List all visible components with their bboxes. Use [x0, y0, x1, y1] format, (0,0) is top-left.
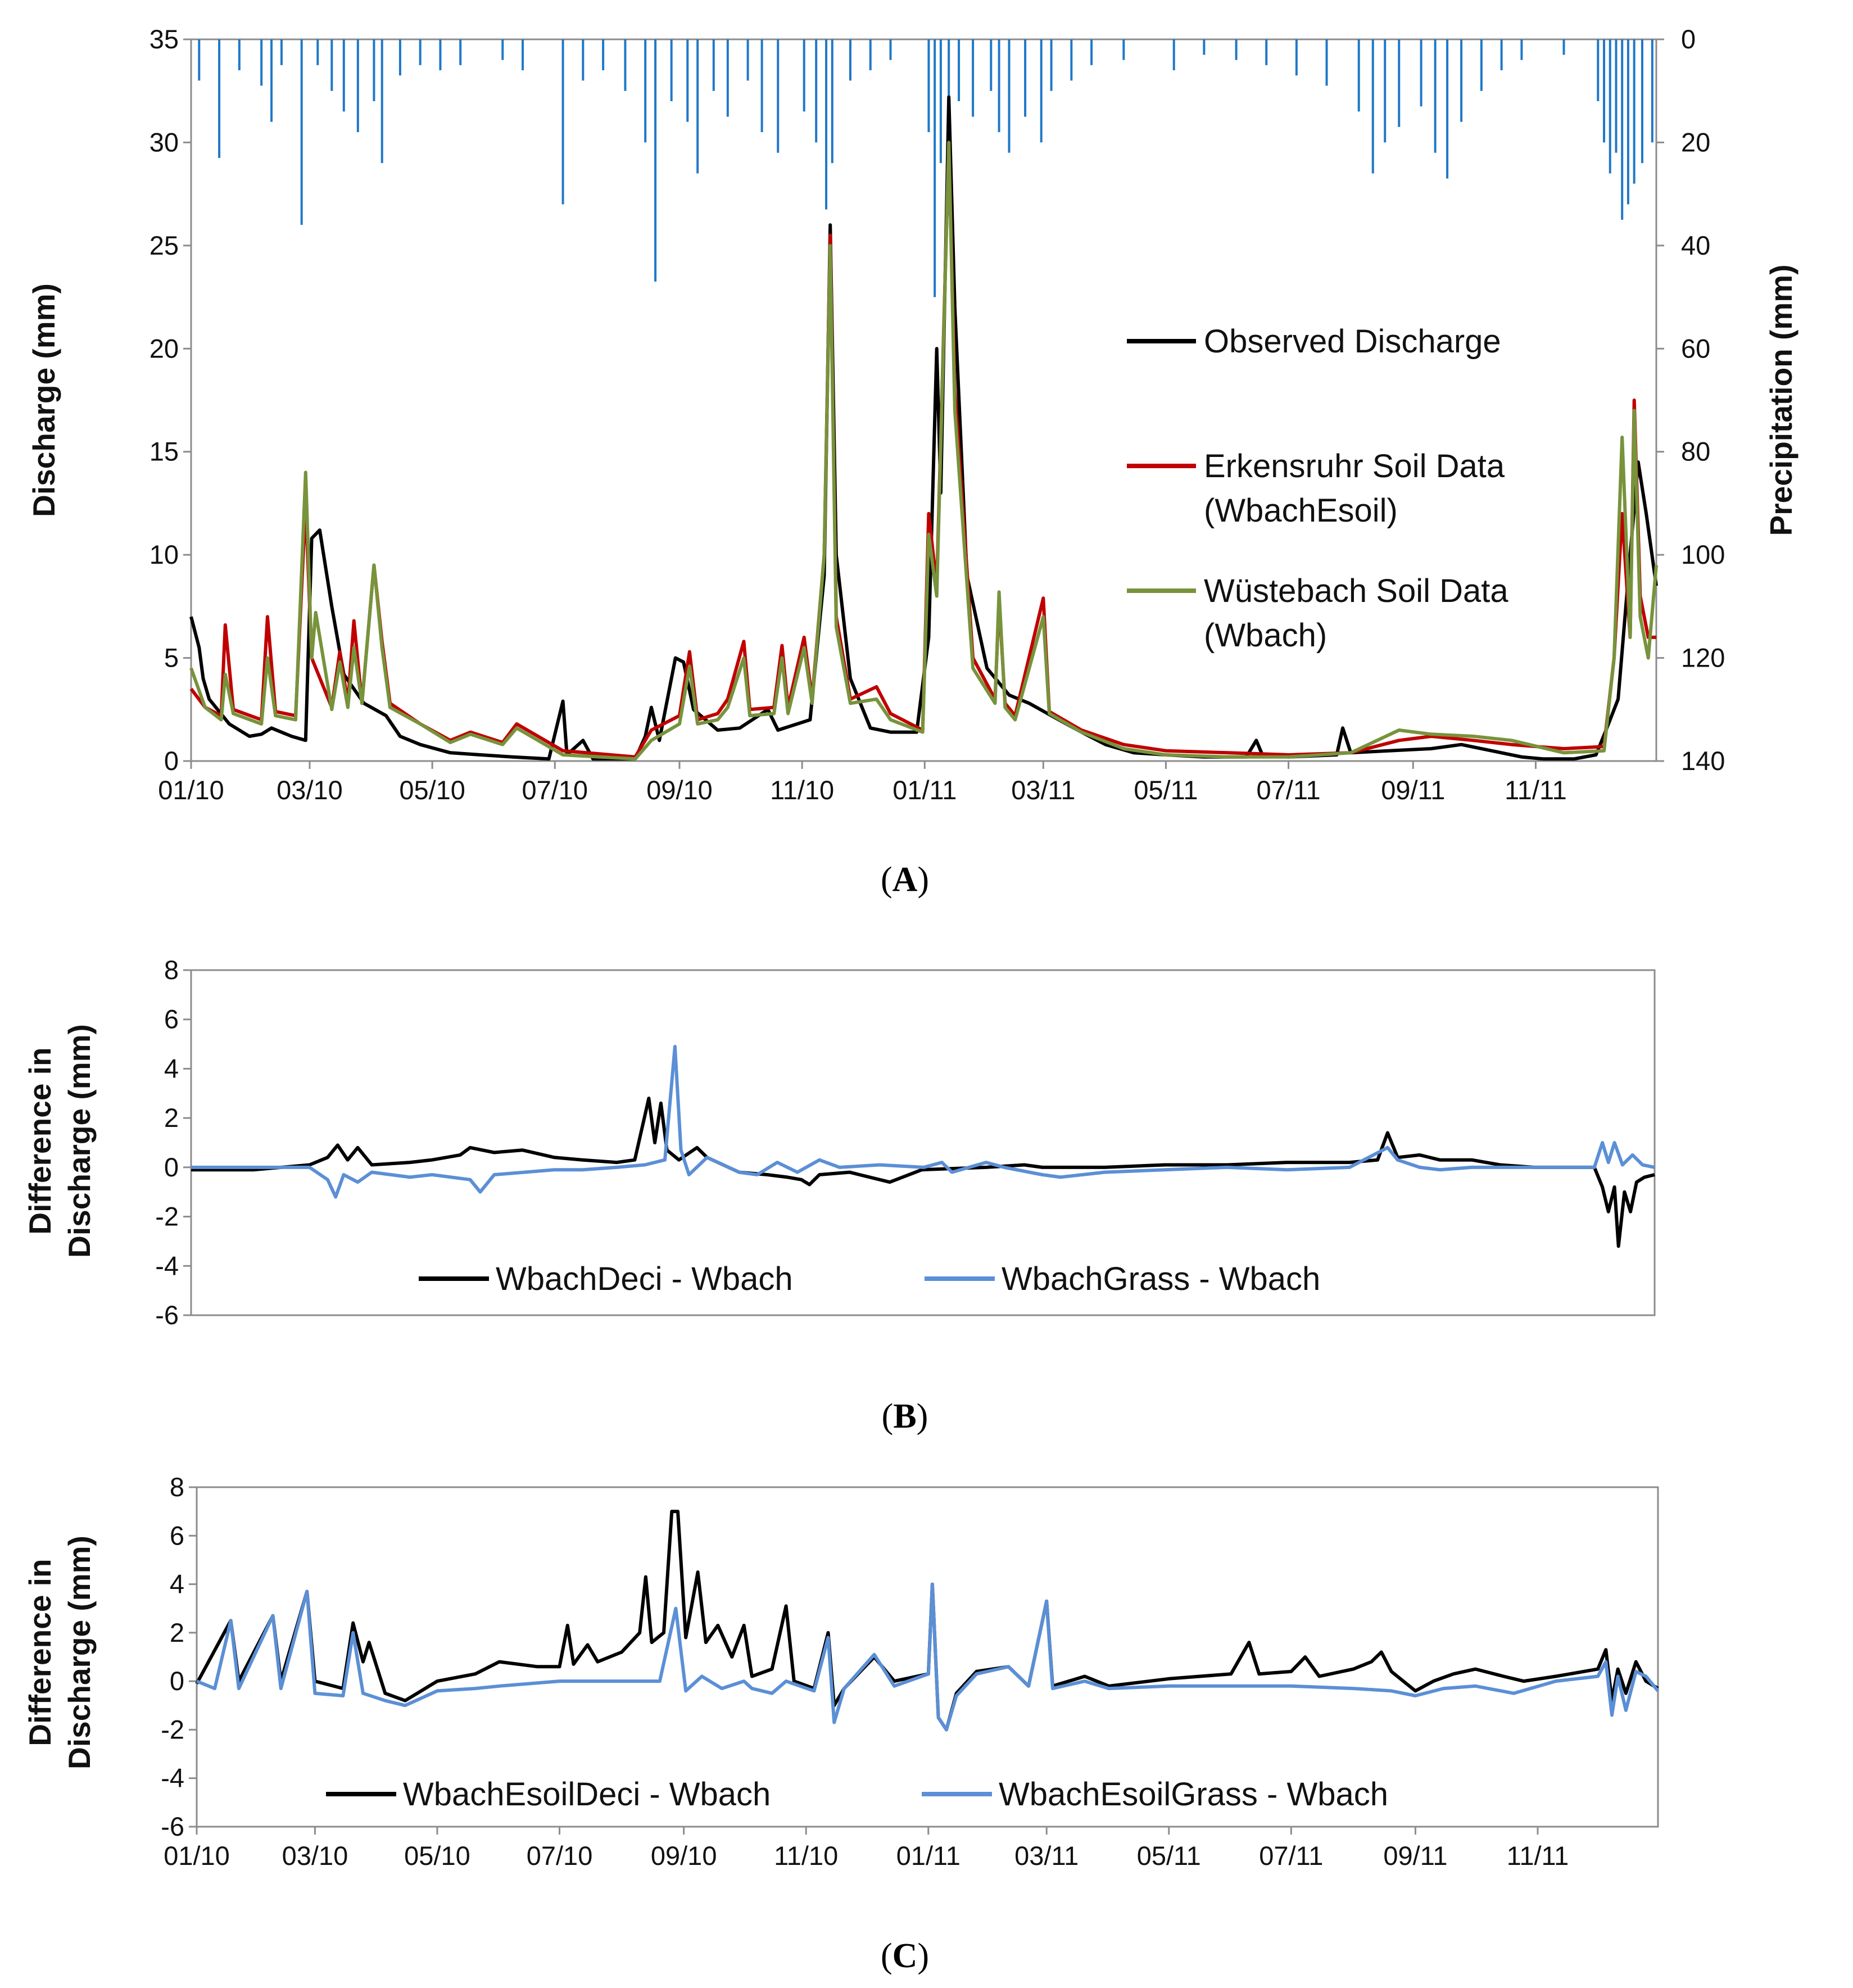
ytick-label-a: 5	[164, 643, 179, 673]
difference-lines-c	[195, 1510, 1660, 1732]
xtick-label-c: 01/10	[164, 1841, 230, 1871]
ytick-label-a-right: 140	[1681, 746, 1725, 776]
legend-label-observed: Observed Discharge	[1204, 323, 1501, 360]
ytick-label-c: -4	[161, 1763, 184, 1793]
ytick-label-a: 0	[164, 746, 179, 776]
y-axis-ticks-b: -6 -4 -2 0 2 4 6 8	[155, 955, 191, 1330]
x-axis-ticks-c: 01/10 03/10 05/10 07/10 09/10 11/10 01/11 03/11…	[164, 1827, 1569, 1871]
ytick-label-a: 15	[149, 437, 179, 467]
plot-area-a	[190, 38, 1657, 762]
ytick-label-b: -6	[155, 1300, 179, 1330]
plot-area-b	[190, 969, 1656, 1316]
ytick-label-c: 8	[170, 1472, 184, 1502]
caption-b: (B)	[882, 1397, 928, 1435]
ytick-label-c: -2	[161, 1714, 184, 1744]
ytick-label-c: -6	[161, 1812, 184, 1841]
xtick-label-a: 03/11	[1011, 775, 1075, 805]
xtick-label-c: 05/10	[404, 1841, 470, 1871]
legend-c: WbachEsoilDeci - Wbach WbachEsoilGrass -…	[326, 1776, 1388, 1813]
ytick-label-a: 30	[149, 127, 179, 157]
legend-label-wbach: Wüstebach Soil Data	[1204, 573, 1508, 609]
ytick-label-c: 0	[170, 1666, 184, 1696]
legend-label-esoil: Erkensruhr Soil Data	[1204, 448, 1505, 484]
ytick-label-b: 4	[164, 1053, 179, 1083]
xtick-label-c: 01/11	[896, 1841, 961, 1871]
y-axis-left-ticks: 0 5 10 15 20 25 30 35	[149, 24, 191, 776]
xtick-label-a: 07/10	[522, 775, 588, 805]
precipitation-bars	[198, 39, 1653, 297]
xtick-label-c: 05/11	[1137, 1841, 1201, 1871]
xtick-label-a: 11/11	[1505, 775, 1567, 805]
legend-label-esoil-2: (WbachEsoil)	[1204, 492, 1398, 529]
xtick-label-a: 09/11	[1381, 775, 1445, 805]
legend-label-esoil-deci: WbachEsoilDeci - Wbach	[403, 1776, 771, 1813]
ytick-label-c: 2	[170, 1618, 184, 1647]
ytick-label-a-right: 100	[1681, 540, 1725, 569]
caption-c: (C)	[881, 1937, 929, 1975]
ytick-label-b: 8	[164, 955, 179, 985]
xtick-label-a: 09/10	[646, 775, 713, 805]
ytick-label-b: 2	[164, 1103, 179, 1133]
ytick-label-b: 0	[164, 1152, 179, 1182]
legend-b: WbachDeci - Wbach WbachGrass - Wbach	[419, 1261, 1320, 1297]
xtick-label-a: 07/11	[1256, 775, 1320, 805]
xtick-label-c: 03/11	[1014, 1841, 1079, 1871]
y-axis-label-c-line2: Discharge (mm)	[62, 1536, 97, 1769]
ytick-label-b: 6	[164, 1004, 179, 1034]
x-axis-ticks: 01/10 03/10 05/10 07/10 09/10 11/10 01/11 03/11…	[158, 761, 1567, 805]
xtick-label-a: 05/11	[1134, 775, 1198, 805]
ytick-label-c: 4	[170, 1569, 184, 1599]
y-axis-label-b-line2: Discharge (mm)	[62, 1024, 97, 1258]
ytick-label-a: 10	[149, 540, 179, 569]
xtick-label-c: 03/10	[282, 1841, 348, 1871]
xtick-label-a: 01/11	[892, 775, 957, 805]
y-axis-label-right: Precipitation (mm)	[1764, 265, 1798, 536]
ytick-label-a-right: 60	[1681, 333, 1710, 363]
ytick-label-a-right: 40	[1681, 230, 1710, 260]
legend-a: Observed Discharge Erkensruhr Soil Data …	[1127, 323, 1508, 654]
xtick-label-c: 07/10	[527, 1841, 593, 1871]
y-axis-right-ticks: 0 20 40 60 80 100 120 140	[1656, 24, 1725, 776]
caption-a: (A)	[881, 861, 929, 899]
xtick-label-a: 01/10	[158, 775, 224, 805]
y-axis-label-b-line1: Difference in	[22, 1047, 57, 1234]
ytick-label-a: 20	[149, 333, 179, 363]
ytick-label-a-right: 120	[1681, 643, 1725, 673]
xtick-label-c: 09/10	[651, 1841, 717, 1871]
y-axis-label-c-line1: Difference in	[22, 1559, 57, 1746]
deci-difference-line	[191, 1097, 1655, 1248]
legend-label-deci: WbachDeci - Wbach	[496, 1261, 793, 1297]
ytick-label-b: -4	[155, 1251, 179, 1280]
xtick-label-a: 05/10	[399, 775, 465, 805]
xtick-label-c: 11/11	[1507, 1841, 1569, 1871]
legend-label-grass: WbachGrass - Wbach	[1002, 1261, 1320, 1297]
ytick-label-a-right: 80	[1681, 437, 1710, 467]
ytick-label-a: 35	[149, 24, 179, 54]
ytick-label-c: 6	[170, 1520, 184, 1550]
y-axis-ticks-c: -6 -4 -2 0 2 4 6 8	[161, 1472, 197, 1841]
panel-c-chart: -6 -4 -2 0 2 4 6 8 01/10 03/10 05/10 07/10 09/10 11/…	[22, 1472, 1660, 1975]
plot-area-c	[196, 1486, 1659, 1828]
ytick-label-a-right: 0	[1681, 24, 1696, 54]
panel-b-chart: -6 -4 -2 0 2 4 6 8 Difference in Discharge (mm)…	[22, 955, 1656, 1435]
ytick-label-a: 25	[149, 230, 179, 260]
wbach-discharge-line	[189, 141, 1658, 761]
xtick-label-c: 07/11	[1259, 1841, 1323, 1871]
xtick-label-c: 11/10	[774, 1841, 838, 1871]
difference-lines-b	[191, 1045, 1655, 1248]
xtick-label-a: 03/10	[277, 775, 343, 805]
legend-label-wbach-2: (Wbach)	[1204, 617, 1327, 654]
ytick-label-b: -2	[155, 1202, 179, 1231]
esoil-grass-difference-line	[196, 1582, 1660, 1732]
discharge-lines	[189, 95, 1658, 761]
esoil-deci-difference-line	[195, 1510, 1659, 1732]
ytick-label-a-right: 20	[1681, 127, 1710, 157]
y-axis-label-left: Discharge (mm)	[26, 283, 61, 517]
xtick-label-a: 11/10	[770, 775, 834, 805]
xtick-label-c: 09/11	[1383, 1841, 1447, 1871]
legend-label-esoil-grass: WbachEsoilGrass - Wbach	[999, 1776, 1388, 1813]
grass-difference-line	[191, 1045, 1655, 1199]
